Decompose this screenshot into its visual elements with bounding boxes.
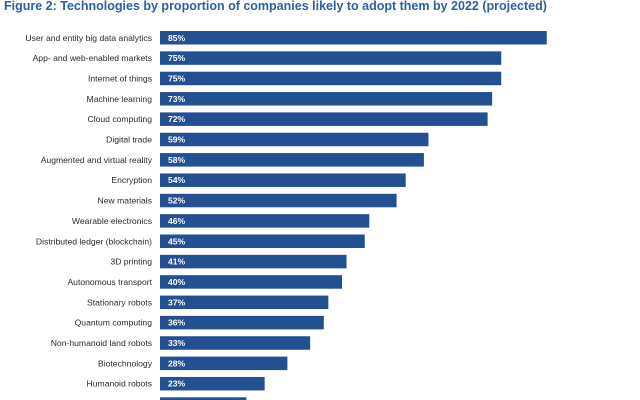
category-label: Humanoid robots bbox=[87, 379, 152, 389]
bar bbox=[160, 275, 342, 289]
value-label: 46% bbox=[168, 216, 186, 226]
value-label: 59% bbox=[168, 135, 186, 145]
value-label: 40% bbox=[168, 277, 186, 287]
category-label: Augmented and virtual reality bbox=[41, 155, 153, 165]
value-label: 37% bbox=[168, 297, 186, 307]
value-label: 54% bbox=[168, 175, 186, 185]
category-label: App- and web-enabled markets bbox=[33, 53, 152, 63]
bar bbox=[160, 376, 265, 391]
category-label: Machine learning bbox=[87, 94, 153, 104]
bar bbox=[160, 234, 365, 248]
category-label: Quantum computing bbox=[75, 318, 153, 328]
value-label: 73% bbox=[168, 94, 186, 104]
bar bbox=[160, 71, 502, 86]
value-label: 52% bbox=[168, 196, 186, 206]
value-label: 45% bbox=[168, 236, 186, 246]
value-label: 72% bbox=[168, 114, 186, 124]
category-label: Distributed ledger (blockchain) bbox=[36, 236, 152, 246]
category-label: Internet of things bbox=[88, 73, 152, 83]
category-label: Encryption bbox=[111, 175, 152, 185]
category-label: New materials bbox=[98, 196, 152, 206]
value-label: 58% bbox=[168, 155, 186, 165]
bar bbox=[160, 315, 324, 330]
category-label: 3D printing bbox=[110, 257, 152, 267]
bar bbox=[160, 214, 370, 228]
value-label: 41% bbox=[168, 257, 186, 267]
value-label: 75% bbox=[168, 53, 186, 63]
category-label: Stationary robots bbox=[87, 297, 152, 307]
category-label: Wearable electronics bbox=[72, 216, 152, 226]
bar bbox=[160, 92, 493, 106]
bar bbox=[160, 51, 502, 65]
bar bbox=[160, 132, 429, 147]
bar bbox=[160, 397, 247, 400]
category-label: Autonomous transport bbox=[67, 277, 152, 287]
category-label: Digital trade bbox=[106, 135, 152, 145]
bar bbox=[160, 153, 424, 167]
category-label: Cloud computing bbox=[88, 114, 153, 124]
value-label: 75% bbox=[168, 73, 186, 83]
category-label: User and entity big data analytics bbox=[25, 33, 152, 43]
bar bbox=[160, 295, 329, 310]
bar bbox=[160, 193, 397, 208]
value-label: 33% bbox=[168, 338, 186, 348]
value-label: 23% bbox=[168, 379, 186, 389]
bar bbox=[160, 173, 406, 187]
chart-title: Figure 2: Technologies by proportion of … bbox=[4, 0, 547, 13]
value-label: 85% bbox=[168, 33, 186, 43]
bar bbox=[160, 356, 288, 371]
bar bbox=[160, 336, 311, 350]
value-label: 28% bbox=[168, 358, 186, 368]
bar bbox=[160, 254, 347, 269]
category-label: Biotechnology bbox=[98, 358, 153, 368]
bar bbox=[160, 112, 488, 126]
bar bbox=[160, 31, 547, 45]
value-label: 36% bbox=[168, 318, 186, 328]
category-label: Non-humanoid land robots bbox=[51, 338, 152, 348]
